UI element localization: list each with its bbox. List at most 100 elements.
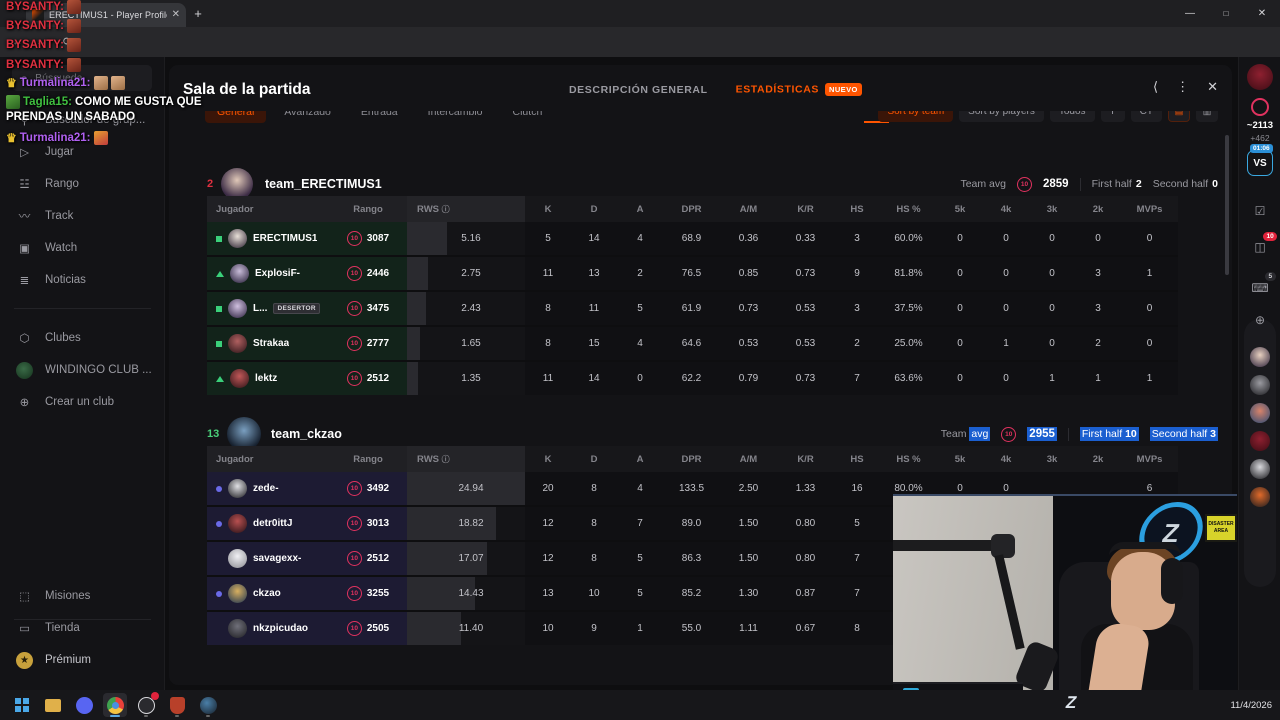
col-am[interactable]: A/M (720, 196, 777, 222)
file-explorer-icon[interactable] (41, 693, 65, 717)
sidebar-item-noticias[interactable]: ≣ Noticias (0, 264, 165, 296)
tab-close-icon[interactable]: ✕ (172, 10, 180, 20)
sidebar-item-clubes[interactable]: ⬡ Clubes (0, 322, 165, 354)
col-2k[interactable]: 2k (1075, 446, 1121, 472)
col-rango[interactable]: Rango (329, 196, 407, 222)
col-a[interactable]: A (617, 446, 663, 472)
sidebar-item-watch[interactable]: ▣ Watch (0, 232, 165, 264)
col-kr[interactable]: K/R (777, 446, 834, 472)
col-hspct[interactable]: HS % (880, 196, 937, 222)
maximize-icon[interactable]: □ (1208, 0, 1244, 27)
sidebar-item-track[interactable]: 〰 Track (0, 200, 165, 232)
subtab-intercambio[interactable]: Intercambio (416, 111, 495, 123)
subtab-clutch[interactable]: Clutch (501, 111, 555, 123)
friend-avatar[interactable] (1250, 487, 1270, 507)
col-mvps[interactable]: MVPs (1121, 196, 1178, 222)
sidebar-item-windingo-club[interactable]: WINDINGO CLUB ... (0, 354, 165, 386)
player-cell[interactable]: Strakaa (207, 327, 329, 360)
subtab-general[interactable]: General (205, 111, 266, 123)
close-room-icon[interactable]: ✕ (1207, 79, 1218, 95)
player-cell[interactable]: ERECTIMUS1 (207, 222, 329, 255)
chat-icon[interactable]: ⌨ (1239, 281, 1280, 295)
subtab-entrada[interactable]: Entrada (349, 111, 410, 123)
tab-estadisticas[interactable]: ESTADÍSTICAS NUEVO (736, 83, 862, 96)
col-rws[interactable]: RWS ⓘ ⱟ (407, 446, 525, 472)
player-cell[interactable]: zede- (207, 472, 329, 505)
taskbar-clock[interactable]: 11/4/2026 (1230, 690, 1272, 720)
friend-avatar[interactable] (1250, 347, 1270, 367)
friend-avatar[interactable] (1250, 459, 1270, 479)
col-rws[interactable]: RWS ⓘ ⱟ (407, 196, 525, 222)
table-row[interactable]: Strakaa 10 2777 1.65 8 15 4 64.6 0.53 0.53 2 25.0% 0… (207, 327, 1178, 360)
col-k[interactable]: K (525, 446, 571, 472)
col-k[interactable]: K (525, 196, 571, 222)
col-hs[interactable]: HS (834, 196, 880, 222)
chrome-icon[interactable] (103, 693, 127, 717)
sidebar-item-rango[interactable]: ☳ Rango (0, 168, 165, 200)
col-a[interactable]: A (617, 196, 663, 222)
col-jugador[interactable]: Jugador (207, 446, 329, 472)
sidebar-item-tienda[interactable]: ▭ Tienda (0, 612, 165, 644)
col-5k[interactable]: 5k (937, 196, 983, 222)
filter-todos-button[interactable]: Todos (1050, 111, 1095, 122)
player-cell[interactable]: savagexx- (207, 542, 329, 575)
sidebar-item-premium[interactable]: ★ Prémium (0, 644, 165, 676)
faceit-icon[interactable] (134, 693, 158, 717)
minimize-icon[interactable]: — (1172, 0, 1208, 27)
sort-by-players-button[interactable]: Sort by players (959, 111, 1044, 122)
table-row[interactable]: L... DESERTOR 10 3475 2.43 8 11 5 61.9 0.73 0.53 3 3… (207, 292, 1178, 325)
friends-icon[interactable]: ◫ (1239, 240, 1280, 254)
table-row[interactable]: ExplosiF- 10 2446 2.75 11 13 2 76.5 0.85 0.73 9 81.… (207, 257, 1178, 290)
brave-icon[interactable] (165, 693, 189, 717)
col-3k[interactable]: 3k (1029, 446, 1075, 472)
col-4k[interactable]: 4k (983, 446, 1029, 472)
discord-icon[interactable] (72, 693, 96, 717)
close-window-icon[interactable]: ✕ (1244, 0, 1280, 27)
col-d[interactable]: D (571, 446, 617, 472)
filter-ct-button[interactable]: CT (1131, 111, 1162, 122)
card-view-icon[interactable]: ▥ (1196, 111, 1218, 122)
col-hs[interactable]: HS (834, 446, 880, 472)
start-icon[interactable] (10, 693, 34, 717)
tab-descripcion-general[interactable]: DESCRIPCIÓN GENERAL (569, 84, 708, 96)
friend-avatar[interactable] (1250, 403, 1270, 423)
player-cell[interactable]: nkzpicudao (207, 612, 329, 645)
col-d[interactable]: D (571, 196, 617, 222)
new-tab-icon[interactable]: + (190, 6, 206, 22)
player-cell[interactable]: L... DESERTOR (207, 292, 329, 325)
col-am[interactable]: A/M (720, 446, 777, 472)
player-cell[interactable]: detr0ittJ (207, 507, 329, 540)
more-options-icon[interactable]: ⋮ (1176, 79, 1189, 95)
col-mvps[interactable]: MVPs (1121, 446, 1178, 472)
col-kr[interactable]: K/R (777, 196, 834, 222)
col-3k[interactable]: 3k (1029, 196, 1075, 222)
col-jugador[interactable]: Jugador (207, 196, 329, 222)
vertical-scrollbar[interactable] (1225, 135, 1229, 275)
friend-avatar[interactable] (1250, 375, 1270, 395)
table-row[interactable]: lektz 10 2512 1.35 11 14 0 62.2 0.79 0.73 7 63.6% 0 0… (207, 362, 1178, 395)
info-icon[interactable]: ⓘ (442, 205, 450, 214)
steam-icon[interactable] (196, 693, 220, 717)
table-row[interactable]: ERECTIMUS1 10 3087 5.16 5 14 4 68.9 0.36 0.33 3 60.… (207, 222, 1178, 255)
sidebar-item-misiones[interactable]: ⬚ Misiones (0, 580, 165, 612)
col-rango[interactable]: Rango (329, 446, 407, 472)
col-5k[interactable]: 5k (937, 446, 983, 472)
add-chat-icon[interactable]: ⊕ (1239, 313, 1280, 327)
col-4k[interactable]: 4k (983, 196, 1029, 222)
friend-avatar[interactable] (1250, 431, 1270, 451)
share-icon[interactable]: ⟨ (1153, 79, 1158, 95)
sidebar-item-crear-club[interactable]: ⊕ Crear un club (0, 386, 165, 418)
vs-match-button[interactable]: VS (1247, 150, 1273, 176)
bell-icon[interactable]: ☑ (1239, 204, 1280, 218)
subtab-avanzado[interactable]: Avanzado (272, 111, 343, 123)
info-icon[interactable]: ⓘ (442, 455, 450, 464)
player-cell[interactable]: ckzao (207, 577, 329, 610)
player-cell[interactable]: ExplosiF- (207, 257, 329, 290)
player-cell[interactable]: lektz (207, 362, 329, 395)
table-view-icon[interactable]: ▤ (1168, 111, 1190, 122)
user-avatar[interactable] (1247, 64, 1273, 90)
sort-by-team-button[interactable]: Sort by team (878, 111, 953, 122)
col-dpr[interactable]: DPR (663, 446, 720, 472)
col-hspct[interactable]: HS % (880, 446, 937, 472)
filter-t-button[interactable]: T (1101, 111, 1125, 122)
